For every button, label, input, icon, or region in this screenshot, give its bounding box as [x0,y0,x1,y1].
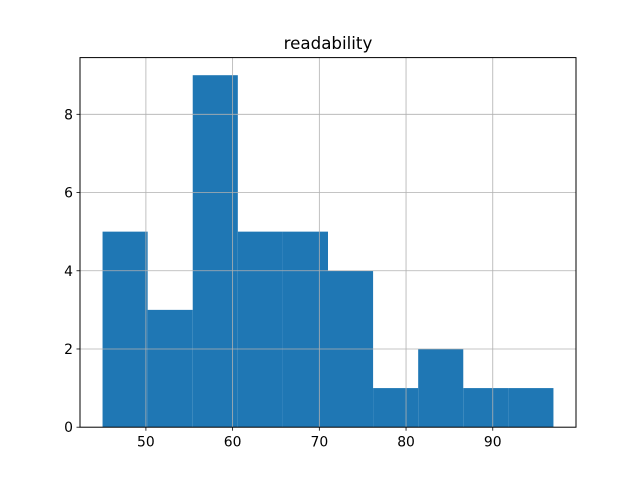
x-tick-label: 70 [310,435,328,451]
histogram-bar [147,309,193,428]
x-tick-label: 90 [484,435,502,451]
y-tick-label: 0 [64,420,73,436]
histogram-bar [463,388,509,428]
histogram-bar [508,388,554,428]
histogram-bar [102,231,148,428]
x-tick-label: 50 [137,435,155,451]
histogram-bar [373,388,419,428]
histogram-bar [237,231,283,428]
y-tick-label: 6 [64,186,73,202]
y-tick-label: 2 [64,342,73,358]
y-tick-label: 8 [64,107,73,123]
histogram-bar [282,231,328,428]
histogram-bar [418,348,464,428]
histogram-bar [192,75,238,428]
x-tick-label: 80 [397,435,415,451]
plot-border [79,57,577,428]
x-tick-label: 60 [224,435,242,451]
chart-title: readability [283,33,373,53]
y-tick-label: 4 [64,264,73,280]
